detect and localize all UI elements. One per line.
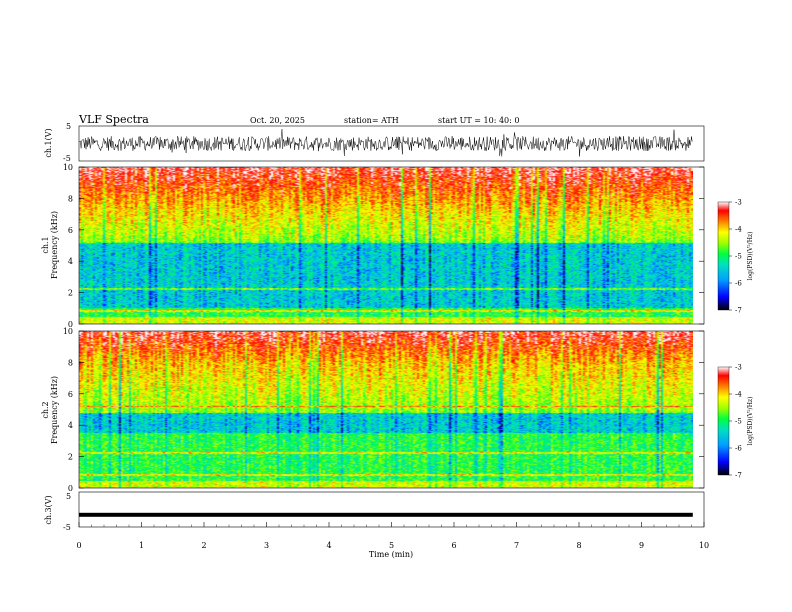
ch1-waveform-panel: 5 -5 ch.1(V): [44, 122, 705, 163]
ch1-colorbar-label: log(PSD)(V²/Hz): [747, 232, 754, 281]
time-tick-label: 10: [699, 541, 709, 550]
freq-tick-label: 4: [68, 257, 73, 266]
ch3-waveform-ytick-bottom: -5: [63, 523, 71, 532]
ch1-spectrogram-image: [79, 167, 693, 324]
ch1-spectrogram-ylabel-channel: ch.1: [41, 236, 50, 253]
freq-tick-label: 0: [68, 320, 73, 329]
ch1-waveform-trace: [78, 129, 693, 157]
ch1-spectrogram-frame: [78, 166, 705, 325]
colorbar-tick-label: -4: [735, 391, 742, 399]
ch3-waveform-frame: [78, 491, 705, 528]
ch3-waveform-panel: 5 -5 ch.3(V) 0 1 2 3 4 5 6 7 8 9 10 Time (min): [44, 491, 709, 559]
freq-tick-label: 6: [68, 390, 73, 399]
date-label: Oct. 20, 2025: [250, 116, 305, 125]
ch1-waveform-ylabel: ch.1(V): [44, 128, 53, 157]
ch2-spectrogram-image: [79, 331, 693, 488]
time-tick-label: 9: [639, 541, 644, 550]
colorbar-tick-label: -7: [735, 472, 742, 480]
freq-tick-label: 2: [68, 453, 73, 462]
time-tick-label: 6: [451, 541, 456, 550]
freq-tick-label: 10: [63, 327, 73, 336]
time-tick-label: 8: [576, 541, 581, 550]
colorbar-tick-label: -5: [735, 253, 742, 261]
freq-tick-label: 8: [68, 358, 73, 367]
time-tick-label: 2: [201, 541, 206, 550]
ch3-waveform-ylabel: ch.3(V): [44, 495, 53, 524]
ch2-spectrogram-yticks: 0 2 4 6 8 10: [63, 327, 704, 493]
ch2-colorbar-gradient: [718, 367, 729, 475]
colorbar-tick-label: -3: [735, 364, 742, 372]
freq-tick-label: 4: [68, 421, 73, 430]
ch1-colorbar: -3 -4 -5 -6 -7 log(PSD)(V²/Hz): [717, 199, 754, 315]
ch2-colorbar-label: log(PSD)(V²/Hz): [747, 397, 754, 446]
ch1-waveform-ytick-top: 5: [66, 122, 71, 131]
freq-tick-label: 8: [68, 194, 73, 203]
ch2-spectrogram-ylabel-channel: ch.2: [41, 401, 50, 418]
ch3-waveform-ytick-top: 5: [66, 492, 71, 501]
ch2-colorbar-ticks: -3 -4 -5 -6 -7: [729, 364, 742, 480]
time-tick-label: 5: [389, 541, 394, 550]
ch1-spectrogram-panel: 0 2 4 6 8 10 ch.1 Frequency (kHz): [41, 163, 705, 329]
colorbar-tick-label: -4: [735, 226, 742, 234]
time-tick-label: 1: [139, 541, 144, 550]
station-label: station= ATH: [344, 116, 399, 125]
ch1-waveform-frame: [78, 125, 705, 162]
ch1-spectrogram-yticks: 0 2 4 6 8 10: [63, 163, 704, 329]
start-time-label: start UT = 10: 40: 0: [438, 116, 519, 125]
time-tick-label: 0: [76, 541, 81, 550]
time-tick-label: 3: [264, 541, 269, 550]
colorbar-tick-label: -6: [735, 280, 742, 288]
colorbar-tick-label: -7: [735, 307, 742, 315]
freq-tick-label: 10: [63, 163, 73, 172]
figure-title: VLF Spectra: [78, 113, 149, 126]
ch1-spectrogram-ylabel-frequency: Frequency (kHz): [50, 211, 59, 279]
ch1-colorbar-ticks: -3 -4 -5 -6 -7: [729, 199, 742, 315]
colorbar-tick-label: -6: [735, 445, 742, 453]
colorbar-tick-label: -5: [735, 418, 742, 426]
time-tick-label: 4: [326, 541, 331, 550]
ch1-colorbar-gradient: [718, 202, 729, 310]
ch1-waveform-ytick-bottom: -5: [63, 154, 71, 163]
ch2-spectrogram-frame: [78, 330, 705, 489]
ch2-spectrogram-panel: 0 2 4 6 8 10 ch.2 Frequency (kHz): [41, 327, 705, 493]
ch3-waveform-line: [79, 512, 693, 517]
ch1-waveform-line: [78, 129, 693, 157]
time-tick-label: 7: [514, 541, 519, 550]
ch2-spectrogram-ylabel-frequency: Frequency (kHz): [50, 376, 59, 444]
time-axis-ticks: 0 1 2 3 4 5 6 7 8 9 10: [76, 522, 709, 550]
ch2-colorbar: -3 -4 -5 -6 -7 log(PSD)(V²/Hz): [717, 364, 754, 480]
colorbar-tick-label: -3: [735, 199, 742, 207]
freq-tick-label: 6: [68, 226, 73, 235]
time-axis-label: Time (min): [369, 550, 413, 559]
freq-tick-label: 2: [68, 289, 73, 298]
freq-tick-label: 0: [68, 484, 73, 493]
